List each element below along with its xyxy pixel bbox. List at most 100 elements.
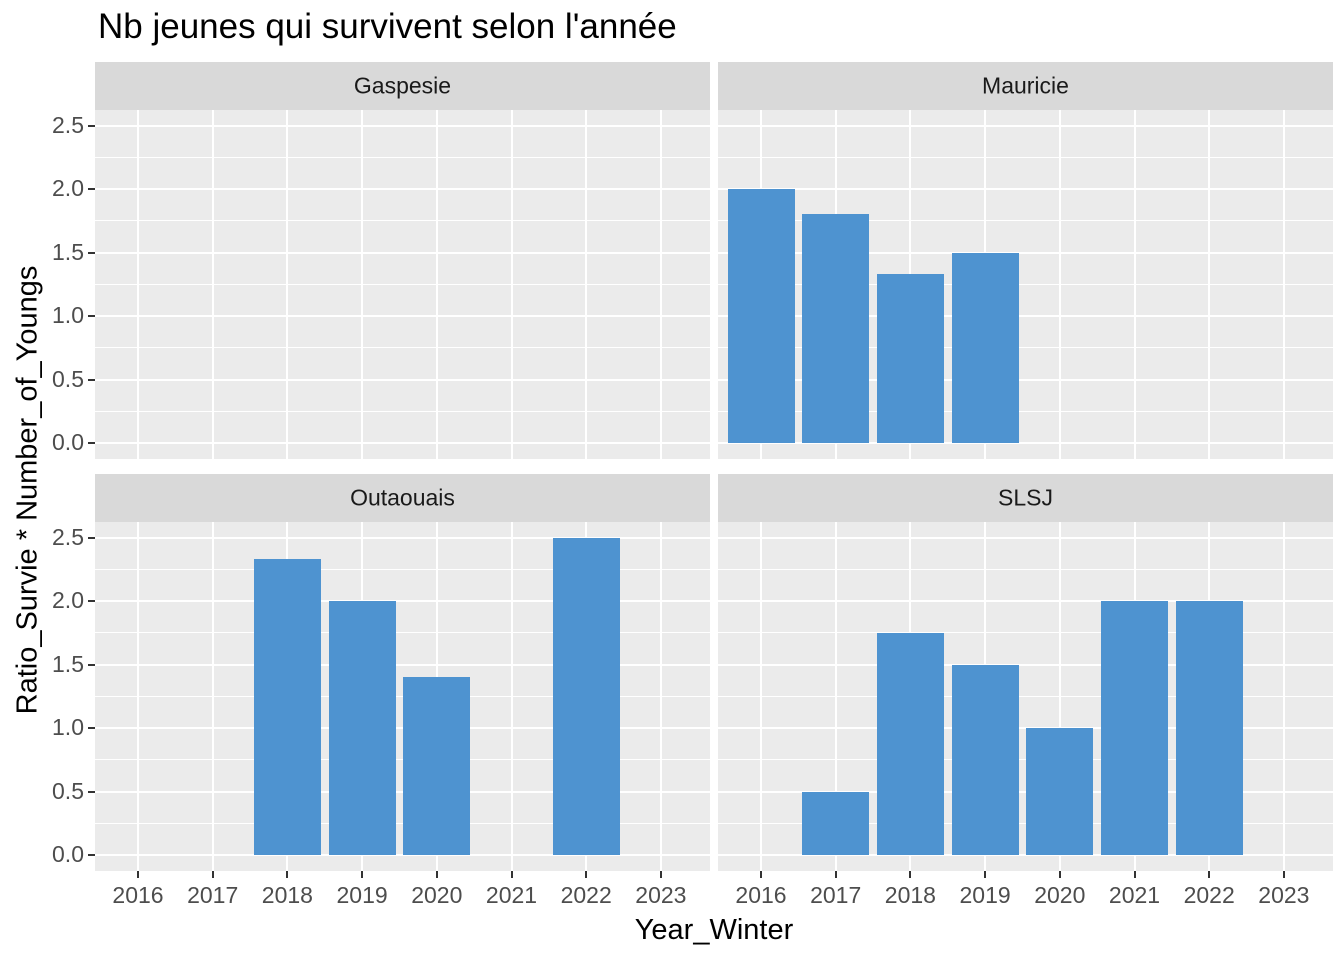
y-axis-tick <box>88 600 95 602</box>
y-axis-tick <box>88 536 95 539</box>
bar-slsj-2018 <box>876 632 944 856</box>
gridline-minor-h <box>718 347 1333 349</box>
y-axis-tick <box>88 378 95 381</box>
x-axis-tick <box>510 871 513 878</box>
gridline-major-v <box>585 110 588 459</box>
gridline-minor-h <box>95 822 710 824</box>
gridline-major-h <box>95 251 710 254</box>
facet-strip: Mauricie <box>718 62 1333 110</box>
x-axis-tick <box>1133 871 1136 878</box>
gridline-major-v <box>510 522 513 871</box>
bar-outaouais-2019 <box>328 601 396 855</box>
gridline-major-v <box>137 522 139 871</box>
x-axis-tick <box>137 871 139 878</box>
gridline-major-h <box>95 188 710 190</box>
x-tick-label: 2016 <box>735 882 787 908</box>
strip-label: Gaspesie <box>353 72 452 99</box>
y-tick-label: 2.5 <box>52 523 84 550</box>
panel-gaspesie <box>95 110 710 459</box>
gridline-major-h <box>95 790 710 793</box>
bar-outaouais-2018 <box>253 559 321 855</box>
y-axis-tick <box>88 124 95 127</box>
panel-slsj <box>718 522 1333 871</box>
y-tick-label: 0.5 <box>52 777 84 804</box>
gridline-major-v <box>1282 522 1285 871</box>
gridline-major-h <box>718 790 1333 793</box>
x-axis-tick <box>659 871 662 878</box>
x-tick-label: 2016 <box>112 882 164 908</box>
gridline-minor-h <box>718 632 1333 634</box>
x-axis-tick <box>361 871 364 878</box>
bar-mauricie-2019 <box>951 252 1019 443</box>
gridline-major-v <box>1282 110 1285 459</box>
y-axis-tick <box>88 727 95 729</box>
facet-strip: Gaspesie <box>95 62 710 110</box>
y-tick-label: 2.0 <box>52 175 84 201</box>
gridline-minor-h <box>718 568 1333 570</box>
bar-mauricie-2018 <box>876 274 944 443</box>
x-tick-label: 2021 <box>485 882 538 908</box>
bar-slsj-2021 <box>1101 601 1168 855</box>
x-axis-tick <box>211 871 214 878</box>
x-axis-tick <box>760 871 762 878</box>
x-axis-tick <box>585 871 588 878</box>
gridline-major-h <box>95 854 710 856</box>
gridline-major-h <box>95 315 710 317</box>
bar-outaouais-2022 <box>552 537 620 855</box>
y-tick-label: 0.5 <box>52 365 84 392</box>
gridline-minor-h <box>95 410 710 412</box>
gridline-major-v <box>211 110 214 459</box>
y-tick-label: 1.5 <box>52 650 84 677</box>
gridline-major-v <box>1208 110 1211 459</box>
x-tick-label: 2023 <box>635 882 687 908</box>
gridline-minor-h <box>95 283 710 285</box>
gridline-major-h <box>95 600 710 602</box>
x-axis-tick <box>1208 871 1211 878</box>
bar-slsj-2020 <box>1026 728 1094 855</box>
y-tick-label: 1.0 <box>52 714 84 740</box>
gridline-minor-h <box>95 220 710 222</box>
facet-strip: SLSJ <box>718 474 1333 522</box>
x-tick-label: 2020 <box>411 882 463 908</box>
x-tick-label: 2017 <box>187 882 239 908</box>
x-axis-tick <box>909 871 912 878</box>
x-tick-label: 2022 <box>560 882 612 908</box>
gridline-major-h <box>718 442 1333 444</box>
y-axis-tick <box>88 251 95 254</box>
x-tick-label: 2023 <box>1258 882 1310 908</box>
x-tick-label: 2020 <box>1034 882 1086 908</box>
gridline-major-h <box>718 727 1333 729</box>
bar-slsj-2017 <box>802 791 870 855</box>
facet-strip: Outaouais <box>95 474 710 522</box>
gridline-minor-h <box>95 695 710 697</box>
gridline-major-h <box>95 663 710 666</box>
gridline-minor-h <box>718 220 1333 222</box>
gridline-major-v <box>834 522 837 871</box>
bar-slsj-2022 <box>1175 601 1243 855</box>
gridline-minor-h <box>718 822 1333 824</box>
y-axis-tick <box>88 790 95 793</box>
gridline-major-h <box>718 188 1333 190</box>
x-axis-tick <box>1058 871 1061 878</box>
gridline-major-h <box>95 378 710 381</box>
y-axis-tick <box>88 854 95 856</box>
gridline-major-v <box>1133 110 1136 459</box>
gridline-major-v <box>137 110 139 459</box>
strip-label: SLSJ <box>998 484 1053 511</box>
gridline-minor-h <box>95 156 710 158</box>
gridline-major-v <box>286 110 289 459</box>
gridline-major-v <box>659 522 662 871</box>
gridline-minor-h <box>718 759 1333 761</box>
y-tick-label: 2.5 <box>52 111 84 138</box>
x-axis-tick <box>984 871 987 878</box>
x-axis-title: Year_Winter <box>634 914 794 946</box>
gridline-major-v <box>211 522 214 871</box>
y-axis-tick <box>88 188 95 190</box>
panel-mauricie <box>718 110 1333 459</box>
gridline-major-v <box>1058 110 1061 459</box>
gridline-major-v <box>361 110 364 459</box>
gridline-major-v <box>760 522 762 871</box>
gridline-minor-h <box>718 410 1333 412</box>
bar-slsj-2019 <box>951 664 1019 855</box>
